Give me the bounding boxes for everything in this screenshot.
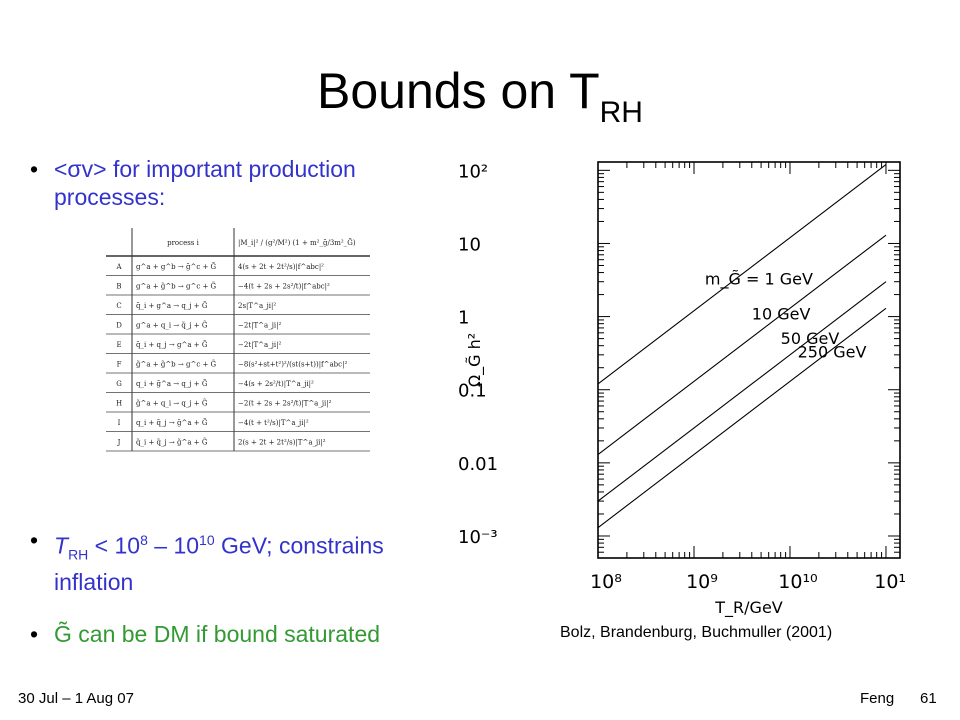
table-cell-process: q_i + g̃^a → q_j + G̃ bbox=[136, 379, 208, 388]
table-cell-matrix-element: 2s|T^a_ji|² bbox=[238, 302, 276, 310]
bullet-dot: • bbox=[30, 527, 39, 553]
bullet-text: G̃ can be DM if bound saturated bbox=[54, 621, 381, 647]
table-cell-process: g^a + q_i → q̃_j + G̃ bbox=[136, 321, 208, 330]
series-annotation: 250 GeV bbox=[798, 343, 867, 362]
figure-caption: Bolz, Brandenburg, Buchmuller (2001) bbox=[560, 624, 833, 641]
table-cell-process: q̃_i + g^a → q_j + G̃ bbox=[136, 301, 208, 310]
table-header-cell: |M_i|² / (g²/M²) (1 + m²_g̃/3m²_G̃) bbox=[238, 238, 356, 247]
footer-author: Feng bbox=[860, 690, 895, 707]
y-axis-label: Ω_G̃ h² bbox=[465, 333, 485, 387]
x-tick-label: 10¹⁰ bbox=[778, 571, 817, 593]
table-cell-label: C bbox=[116, 302, 121, 310]
bullet-exponent: 10 bbox=[199, 532, 215, 548]
slide-title: Bounds on TRH bbox=[0, 62, 960, 129]
table-cell-matrix-element: −8(s²+st+t²)²/(st(s+t))|f^abc|² bbox=[238, 361, 347, 369]
bullet-gravitino-dm: • G̃ can be DM if bound saturated bbox=[30, 620, 450, 650]
table-cell-process: g^a + g̃^b → g^c + G̃ bbox=[136, 282, 217, 291]
table-cell-process: g̃^a + q_i → q_j + G̃ bbox=[136, 399, 208, 408]
table-cell-matrix-element: −4(t + t²/s)|T^a_ji|² bbox=[238, 419, 309, 427]
bullet-dot: • bbox=[30, 156, 39, 182]
bullet-text-part: GeV; constrains inflation bbox=[54, 532, 384, 596]
table-cell-matrix-element: −2(t + 2s + 2s²/t)|T^a_ji|² bbox=[238, 400, 332, 408]
table-header-cell: process i bbox=[167, 239, 200, 247]
title-main: Bounds on T bbox=[317, 63, 600, 119]
table-cell-label: H bbox=[116, 400, 122, 408]
x-tick-label: 10⁹ bbox=[686, 571, 718, 593]
table-cell-matrix-element: −4(s + 2s²/t)|T^a_ji|² bbox=[238, 380, 314, 388]
y-tick-label: 1 bbox=[458, 308, 469, 329]
bullet-exponent: 8 bbox=[140, 532, 148, 548]
x-tick-label: 10⁸ bbox=[590, 571, 622, 593]
series-annotation: 50 GeV bbox=[781, 329, 840, 348]
table-cell-label: F bbox=[117, 361, 122, 369]
table-cell-matrix-element: 2(s + 2t + 2t²/s)|T^a_ji|² bbox=[238, 439, 326, 447]
footer-date: 30 Jul – 1 Aug 07 bbox=[18, 690, 134, 707]
table-cell-label: E bbox=[116, 341, 121, 349]
table-cell-process: q_i + q̃_j → g̃^a + G̃ bbox=[136, 418, 208, 427]
series-line bbox=[597, 164, 887, 385]
series-line bbox=[597, 281, 887, 502]
table-cell-label: D bbox=[116, 322, 122, 330]
plot-frame bbox=[597, 161, 901, 559]
series-line bbox=[597, 307, 887, 529]
series-annotation: 10 GeV bbox=[752, 304, 811, 323]
bullet-dot: • bbox=[30, 621, 39, 647]
bullet-text: <σv> for important production processes: bbox=[54, 156, 356, 210]
table-cell-matrix-element: −2t|T^a_ji|² bbox=[238, 322, 281, 330]
table-cell-matrix-element: −4(t + 2s + 2s²/t)|f^abc|² bbox=[238, 283, 330, 291]
process-table: process i |M_i|² / (g²/M²) (1 + m²_g̃/3m²… bbox=[106, 228, 370, 452]
table-cell-process: g̃^a + g̃^b → g^c + G̃ bbox=[136, 360, 217, 369]
table-cell-label: B bbox=[116, 283, 121, 291]
title-subscript: RH bbox=[599, 96, 643, 129]
bullet-text-part: < 10 bbox=[88, 532, 141, 559]
series-line bbox=[597, 234, 887, 455]
table-cell-process: q̃_i + q̃_j → g̃^a + G̃ bbox=[136, 438, 208, 447]
table-cell-label: G bbox=[116, 380, 122, 388]
series-annotation: m_G̃ = 1 GeV bbox=[705, 269, 813, 289]
y-tick-label: 10² bbox=[458, 161, 488, 182]
table-cell-matrix-element: −2t|T^a_ji|² bbox=[238, 341, 281, 349]
bullet-t-symbol: T bbox=[54, 532, 69, 559]
bullet-cross-sections: • <σv> for important production processe… bbox=[30, 155, 450, 215]
table-cell-process: q̃_i + q_j → g^a + G̃ bbox=[136, 340, 208, 349]
y-tick-label: 0.01 bbox=[458, 454, 498, 475]
table-cell-process: g^a + g^b → g̃^c + G̃ bbox=[136, 262, 217, 271]
table-cell-label: J bbox=[117, 439, 121, 447]
bullet-text-part: – 10 bbox=[147, 532, 200, 559]
bullet-text: TRH < 108 – 1010 GeV; constrains inflati… bbox=[54, 526, 454, 596]
table-cell-label: A bbox=[115, 263, 122, 271]
table-cell-label: I bbox=[118, 419, 121, 427]
bullet-trh-bound: • TRH < 108 – 1010 GeV; constrains infla… bbox=[30, 526, 450, 595]
bullet-t-subscript: RH bbox=[68, 546, 89, 563]
y-tick-label: 10 bbox=[458, 234, 481, 255]
table-cell-matrix-element: 4(s + 2t + 2t²/s)|f^abc|² bbox=[238, 263, 324, 271]
x-axis-label: T_R/GeV bbox=[714, 598, 783, 618]
y-tick-label: 10⁻³ bbox=[458, 527, 498, 548]
page-number: 61 bbox=[920, 690, 937, 707]
y-tick-label: 0.1 bbox=[458, 381, 487, 402]
